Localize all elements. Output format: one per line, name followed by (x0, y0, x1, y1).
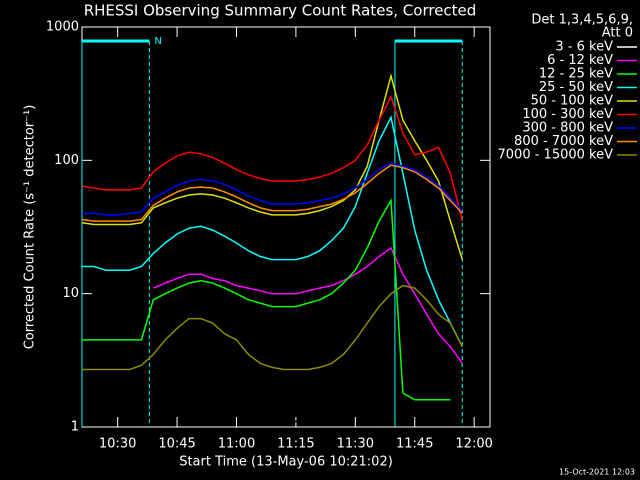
x-tick-label: 11:00 (218, 437, 255, 452)
x-tick-label: 10:45 (158, 437, 195, 452)
x-axis-label: Start Time (13-May-06 10:21:02) (179, 455, 393, 470)
legend-label: 3 - 6 keV (555, 40, 613, 55)
chart-title: RHESSI Observing Summary Count Rates, Co… (84, 2, 477, 20)
y-tick-label: 10 (62, 286, 79, 301)
legend-title: Att 0 (602, 26, 633, 41)
series-line (82, 162, 463, 216)
legend-label: 100 - 300 keV (522, 107, 613, 122)
y-axis-label: Corrected Count Rate (s⁻¹ detector⁻¹) (23, 105, 38, 350)
series-line (81, 94, 464, 222)
y-tick-label: 100 (54, 153, 79, 168)
legend-title: Det 1,3,4,5,6,9, (531, 13, 633, 28)
series-line (81, 73, 464, 260)
legend-label: 25 - 50 keV (539, 80, 613, 95)
series-line (152, 306, 392, 423)
x-tick-label: 12:00 (455, 437, 492, 452)
legend-label: 7000 - 15000 keV (498, 148, 614, 163)
legend-label: 6 - 12 keV (547, 53, 613, 68)
footer: 15-Oct-2021 12:03 (559, 468, 635, 477)
series-line (81, 164, 463, 222)
series-line (82, 284, 463, 371)
x-tick-label: 10:30 (99, 437, 136, 452)
y-tick-label: 1 (71, 420, 79, 435)
x-tick-label: 11:45 (396, 437, 433, 452)
series-line (82, 115, 463, 348)
legend-label: 50 - 100 keV (531, 94, 614, 109)
legend-label: 12 - 25 keV (539, 67, 613, 82)
interval-label: N (154, 36, 161, 47)
x-tick-label: 11:30 (337, 437, 374, 452)
legend-label: 800 - 7000 keV (514, 134, 613, 149)
x-tick-label: 11:15 (277, 437, 314, 452)
series-line (82, 197, 451, 401)
y-tick-label: 1000 (46, 20, 79, 35)
legend-label: 300 - 800 keV (522, 121, 613, 136)
